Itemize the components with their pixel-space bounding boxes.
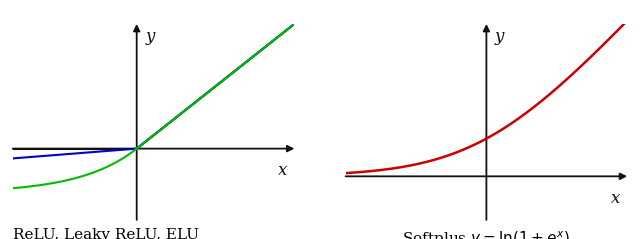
- Text: y: y: [495, 28, 504, 45]
- Text: Softplus $y = \ln(1 + e^x)$: Softplus $y = \ln(1 + e^x)$: [403, 230, 570, 239]
- Text: ReLU, Leaky ReLU, ELU: ReLU, Leaky ReLU, ELU: [13, 228, 199, 239]
- Text: y: y: [145, 28, 154, 45]
- Text: x: x: [278, 162, 288, 179]
- Text: x: x: [611, 190, 621, 207]
